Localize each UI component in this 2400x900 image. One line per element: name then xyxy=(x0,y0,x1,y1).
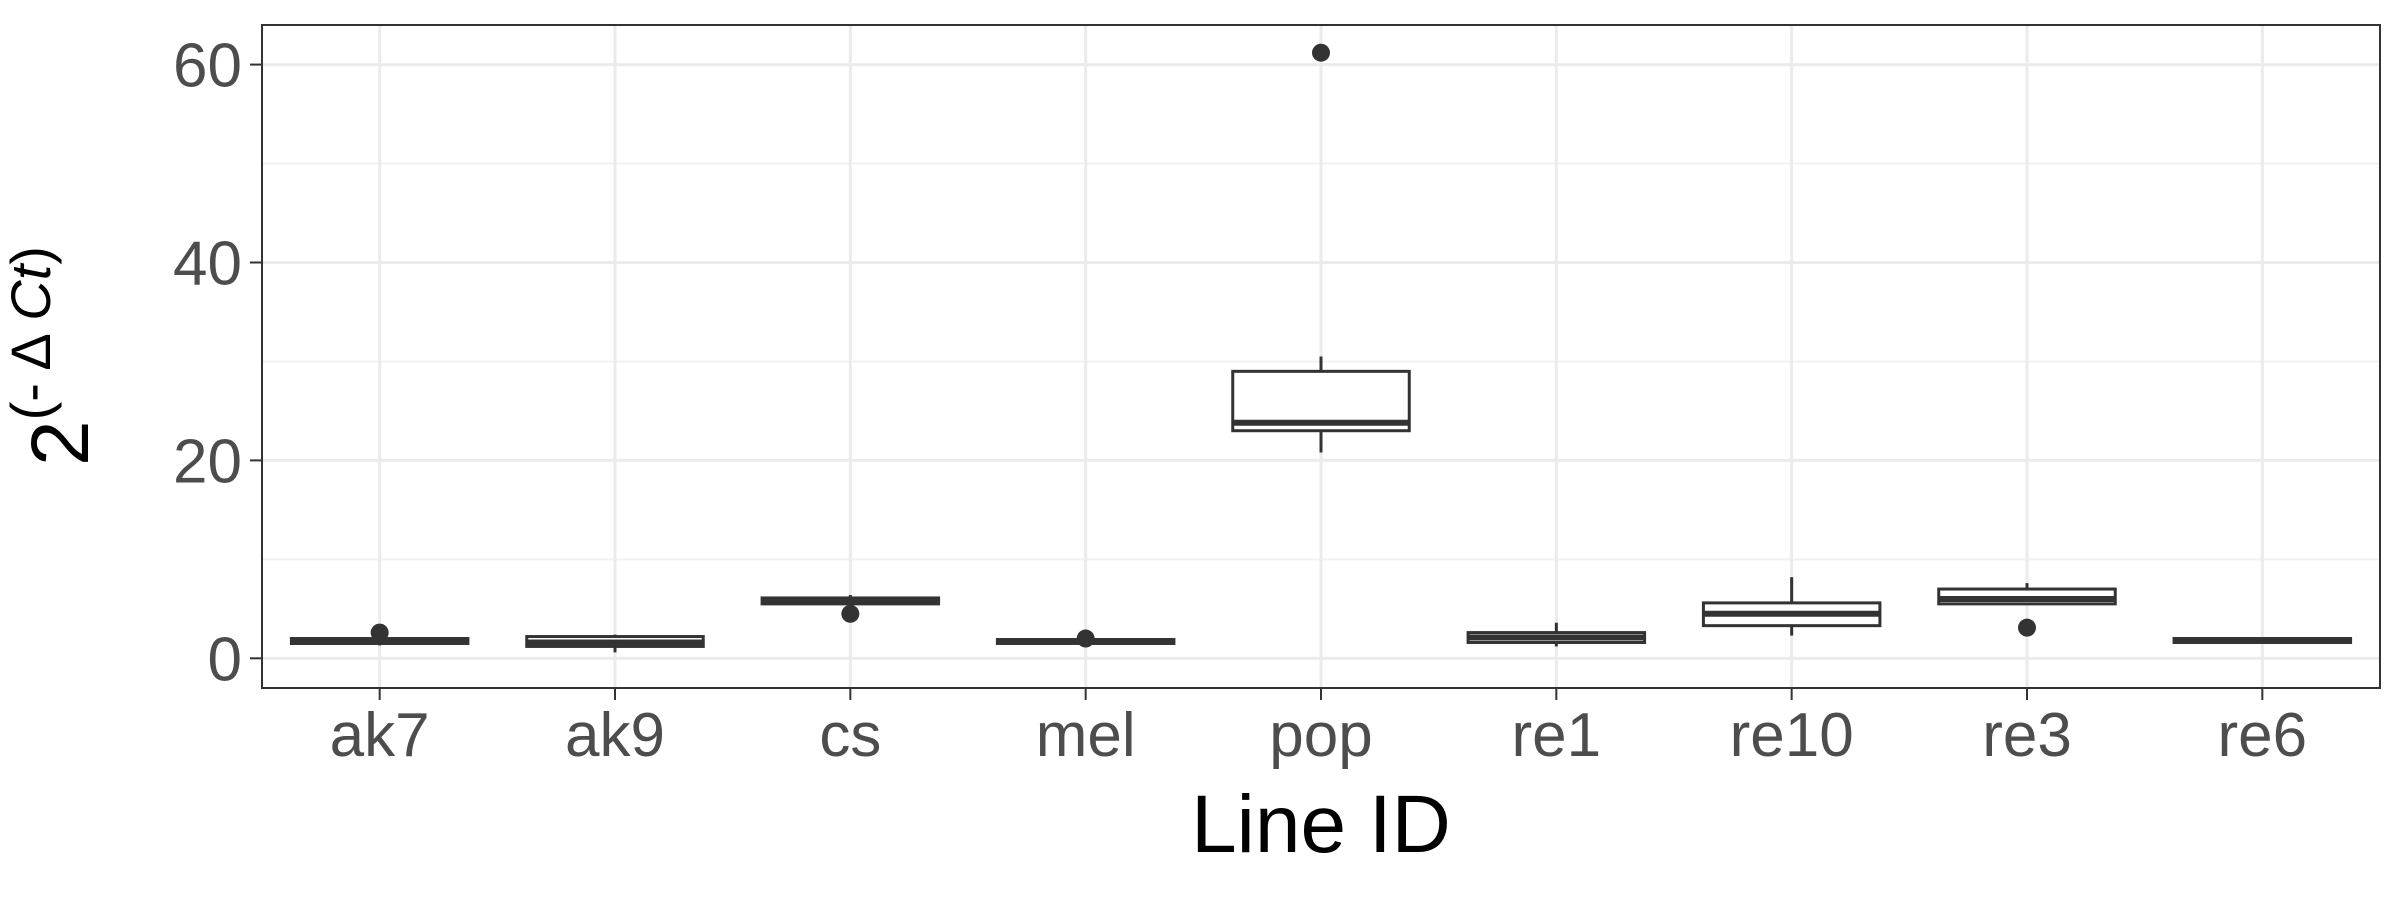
y-tick-label: 40 xyxy=(173,229,242,298)
box-series xyxy=(289,43,2353,653)
box-re1 xyxy=(1466,622,1647,647)
box-mel xyxy=(995,629,1176,648)
x-tick-label: re10 xyxy=(1730,701,1854,770)
x-axis-title: Line ID xyxy=(1191,779,1451,870)
x-tick-label: re6 xyxy=(2218,701,2308,770)
outlier-point xyxy=(1076,629,1095,648)
x-tick-label: mel xyxy=(1036,701,1136,770)
x-tick-label: re1 xyxy=(1512,701,1602,770)
y-axis-title-exp-var: Ct xyxy=(0,262,62,320)
outlier-point xyxy=(1312,43,1330,62)
x-tick-label: ak7 xyxy=(330,701,430,770)
box-cs xyxy=(760,594,941,623)
y-axis-title-exp-close: ) xyxy=(0,246,62,265)
y-axis-title-base: 2 xyxy=(15,420,106,466)
x-tick-label: re3 xyxy=(1982,701,2072,770)
box-ak7 xyxy=(289,623,470,646)
box-re3 xyxy=(1937,583,2117,637)
y-axis: 0 20 40 60 xyxy=(173,32,262,694)
x-axis: ak7 ak9 cs mel pop re1 re10 re3 re6 xyxy=(330,688,2307,770)
outlier-point xyxy=(841,604,860,623)
y-tick-label: 20 xyxy=(173,427,242,496)
y-axis-title: 2(- Δ Ct) xyxy=(0,246,106,466)
outlier-point xyxy=(370,623,389,642)
outlier-point xyxy=(2018,618,2036,637)
y-tick-label: 0 xyxy=(208,625,242,694)
x-tick-label: ak9 xyxy=(565,701,665,770)
x-tick-label: cs xyxy=(819,701,881,770)
svg-text:2(- Δ Ct): 2(- Δ Ct) xyxy=(0,246,106,466)
box-ak9 xyxy=(525,634,705,653)
x-tick-label: pop xyxy=(1269,701,1372,770)
box-re6 xyxy=(2172,637,2353,644)
box-pop xyxy=(1231,43,1411,453)
y-tick-label: 60 xyxy=(173,32,242,101)
box-re10 xyxy=(1701,577,1882,636)
y-axis-title-exp-open: (- Δ xyxy=(0,321,62,421)
